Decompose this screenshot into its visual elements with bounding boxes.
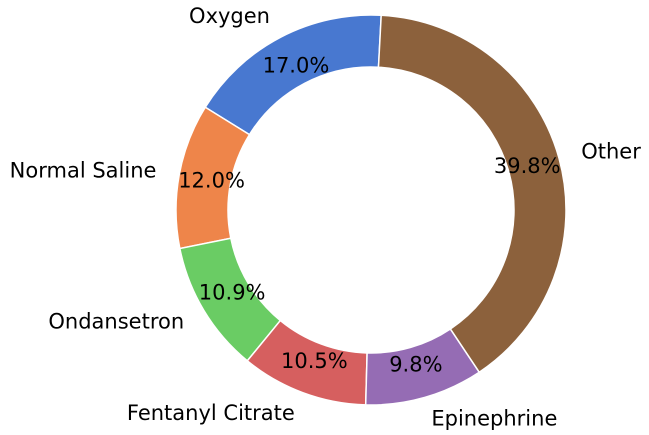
percent-label: 12.0% — [178, 168, 245, 192]
percent-label: 39.8% — [494, 154, 561, 178]
labels-group: Oxygen 17.0% Normal Saline 12.0% Ondansetron… — [10, 4, 642, 431]
slices-group — [175, 14, 567, 406]
category-label: Epinephrine — [431, 406, 557, 430]
slice-other — [377, 14, 567, 374]
category-label: Other — [581, 139, 641, 163]
category-label: Fentanyl Citrate — [127, 401, 295, 425]
category-label: Normal Saline — [10, 158, 157, 182]
percent-label: 17.0% — [263, 53, 330, 77]
category-label: Oxygen — [189, 4, 270, 28]
percent-label: 10.9% — [199, 280, 266, 304]
category-label: Ondansetron — [48, 309, 184, 333]
percent-label: 9.8% — [389, 353, 442, 377]
percent-label: 10.5% — [281, 349, 348, 373]
